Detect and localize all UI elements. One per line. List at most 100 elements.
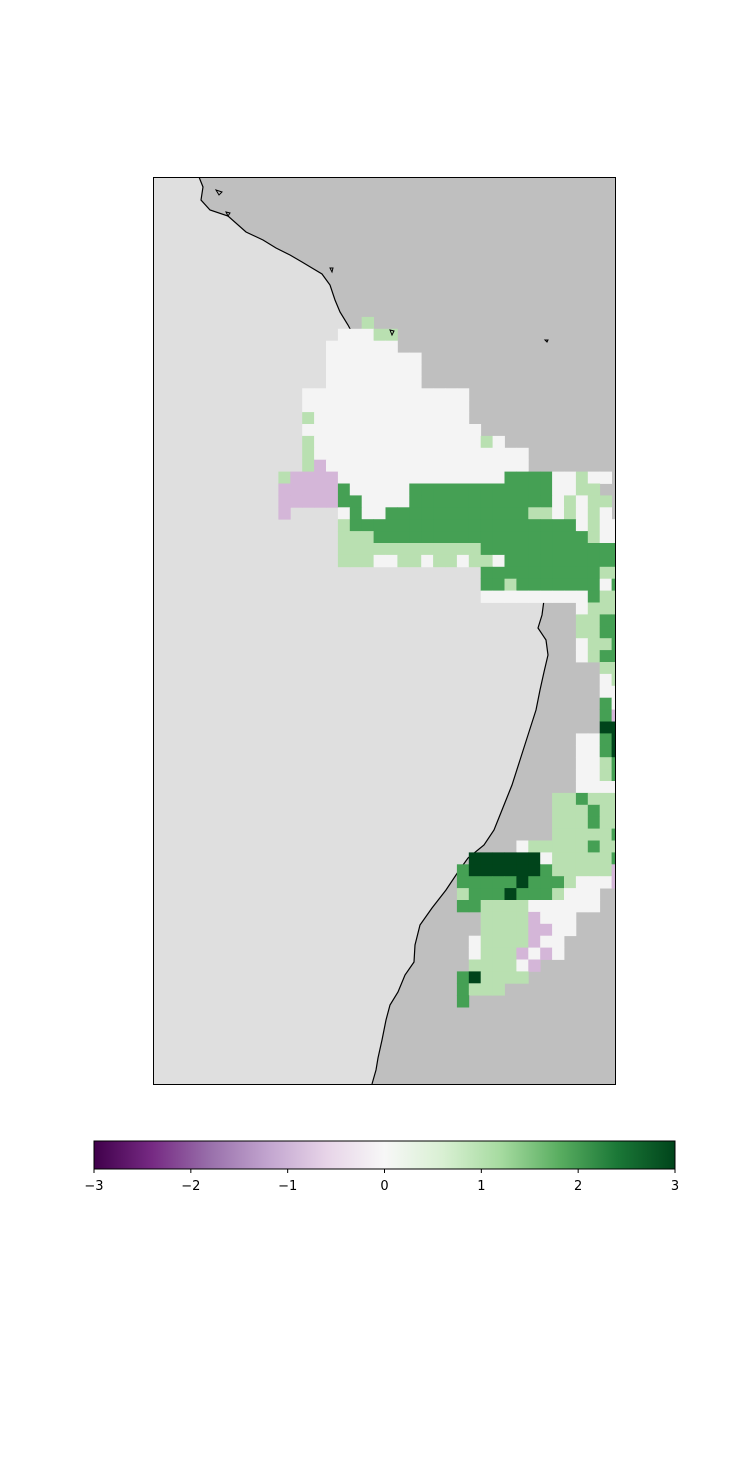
- grid-cell: [385, 459, 398, 472]
- grid-cell: [421, 424, 434, 437]
- grid-cell: [564, 554, 577, 568]
- grid-cell: [361, 364, 374, 377]
- grid-cell: [492, 983, 505, 996]
- grid-cell: [492, 495, 505, 508]
- grid-cell: [635, 781, 647, 793]
- grid-cell: [611, 745, 615, 758]
- grid-cell: [326, 435, 339, 449]
- grid-cell: [575, 554, 589, 568]
- grid-cell: [599, 745, 612, 758]
- grid-cell: [624, 722, 636, 734]
- grid-cell: [433, 495, 446, 508]
- grid-cell: [599, 876, 612, 889]
- grid-cell: [480, 447, 493, 461]
- grid-cell: [659, 769, 671, 781]
- grid-cell: [575, 876, 589, 889]
- grid-cell: [337, 435, 351, 449]
- grid-cell: [373, 483, 386, 496]
- grid-cell: [647, 591, 659, 603]
- grid-cell: [504, 959, 517, 972]
- grid-cell: [516, 947, 529, 960]
- grid-cell: [409, 554, 422, 568]
- grid-cell: [575, 531, 589, 544]
- grid-cell: [575, 519, 589, 532]
- grid-cell: [611, 792, 615, 806]
- grid-cell: [635, 698, 647, 710]
- grid-cell: [516, 554, 529, 568]
- grid-cell: [492, 519, 505, 532]
- grid-cell: [349, 483, 363, 496]
- grid-cell: [611, 769, 615, 782]
- grid-cell: [611, 721, 615, 734]
- grid-cell: [504, 876, 517, 889]
- grid-cell: [326, 352, 339, 365]
- grid-cell: [587, 828, 601, 841]
- grid-cell: [552, 543, 565, 556]
- grid-cell: [611, 650, 615, 663]
- grid-cell: [373, 543, 386, 556]
- grid-cell: [659, 722, 671, 734]
- grid-cell: [540, 566, 553, 580]
- grid-cell: [361, 424, 374, 437]
- grid-cell: [611, 876, 615, 889]
- grid-cell: [683, 829, 695, 841]
- grid-cell: [326, 376, 339, 389]
- grid-cell: [575, 495, 589, 508]
- grid-cell: [504, 900, 517, 913]
- grid-cell: [492, 554, 505, 568]
- grid-cell: [468, 983, 482, 996]
- grid-cell: [385, 531, 398, 544]
- grid-cell: [528, 840, 541, 853]
- grid-cell: [540, 543, 553, 556]
- grid-cell: [516, 911, 529, 925]
- grid-cell: [409, 471, 422, 484]
- grid-cell: [326, 471, 339, 484]
- grid-cell: [635, 674, 647, 686]
- grid-cell: [337, 471, 351, 484]
- grid-cell: [492, 435, 505, 449]
- grid-cell: [671, 745, 683, 757]
- grid-cell: [337, 388, 351, 401]
- grid-cell: [624, 662, 636, 674]
- grid-cell: [683, 555, 695, 567]
- grid-cell: [433, 424, 446, 437]
- grid-cell: [373, 424, 386, 437]
- grid-cell: [599, 495, 612, 508]
- grid-cell: [528, 935, 541, 948]
- grid-cell: [671, 674, 683, 686]
- grid-cell: [528, 876, 541, 889]
- grid-cell: [480, 947, 493, 960]
- grid-cell: [599, 733, 612, 746]
- grid-cell: [624, 829, 636, 841]
- grid-cell: [456, 495, 470, 508]
- grid-cell: [409, 435, 422, 449]
- grid-cell: [373, 376, 386, 389]
- grid-cell: [361, 376, 374, 389]
- grid-cell: [587, 769, 601, 782]
- grid-cell: [302, 471, 315, 484]
- grid-cell: [540, 590, 553, 603]
- grid-cell: [504, 935, 517, 948]
- grid-cell: [302, 388, 315, 401]
- grid-cell: [575, 745, 589, 758]
- grid-cell: [635, 614, 647, 626]
- grid-cell: [552, 507, 565, 520]
- grid-cell: [575, 900, 589, 913]
- grid-cell: [624, 817, 636, 829]
- grid-cell: [647, 686, 659, 698]
- grid-cell: [647, 769, 659, 781]
- grid-cell: [445, 495, 458, 508]
- grid-cell: [278, 483, 291, 496]
- grid-cell: [552, 792, 565, 806]
- grid-cell: [575, 566, 589, 580]
- grid-cell: [575, 602, 589, 615]
- grid-cell: [326, 483, 339, 496]
- grid-cell: [599, 554, 612, 568]
- grid-cell: [575, 638, 589, 651]
- grid-cell: [397, 459, 410, 472]
- grid-cell: [314, 435, 327, 449]
- island: [329, 267, 334, 274]
- grid-cell: [468, 971, 482, 984]
- grid-cell: [528, 531, 541, 544]
- grid-cell: [516, 507, 529, 520]
